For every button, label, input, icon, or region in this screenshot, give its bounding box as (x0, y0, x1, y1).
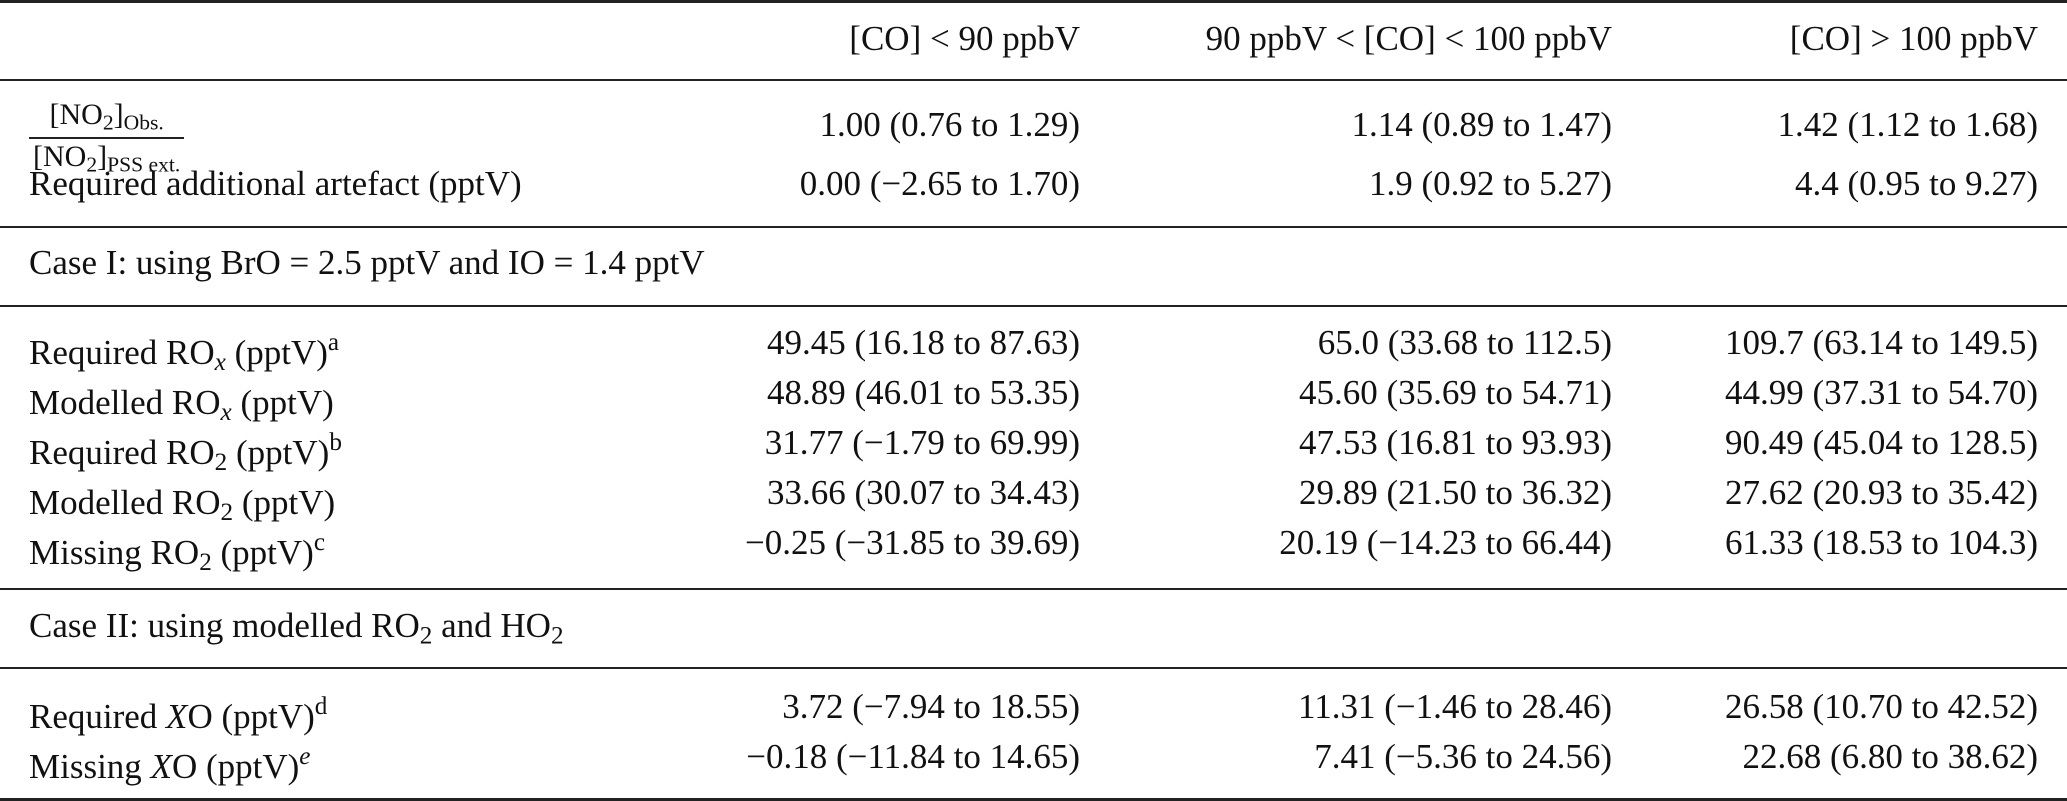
row-label: Required additional artefact (pptV) (29, 164, 522, 203)
table-cell: 1.14 (0.89 to 1.47) (1351, 105, 1612, 144)
table-cell: 4.4 (0.95 to 9.27) (1794, 164, 2038, 203)
table-row: Required ROx (pptV)a 49.45 (16.18 to 87.… (0, 318, 2067, 376)
section-rule (0, 305, 2067, 307)
table-row: Missing XO (pptV)e −0.18 (−11.84 to 14.6… (0, 732, 2067, 786)
table-cell: 109.7 (63.14 to 149.5) (1724, 323, 2038, 362)
table-cell: 44.99 (37.31 to 54.70) (1724, 373, 2038, 412)
table-cell: 1.00 (0.76 to 1.29) (819, 105, 1080, 144)
row-label: [NO2]Obs. [NO2]PSS ext. (29, 100, 185, 177)
table-header-row: [CO] < 90 ppbV 90 ppbV < [CO] < 100 ppbV… (0, 14, 2067, 64)
section-rule (0, 226, 2067, 228)
table-cell: 29.89 (21.50 to 36.32) (1298, 473, 1612, 512)
table-row: [NO2]Obs. [NO2]PSS ext. 1.00 (0.76 to 1.… (0, 100, 2067, 175)
table-cell: 1.42 (1.12 to 1.68) (1777, 105, 2038, 144)
row-label: Missing RO2 (pptV)c (29, 529, 326, 577)
row-label: Required ROx (pptV)a (29, 329, 340, 377)
table-row: Modelled RO2 (pptV) 33.66 (30.07 to 34.4… (0, 468, 2067, 526)
table-cell: 27.62 (20.93 to 35.42) (1724, 473, 2038, 512)
table-cell: 31.77 (−1.79 to 69.99) (764, 423, 1080, 462)
table-cell: 0.00 (−2.65 to 1.70) (799, 164, 1080, 203)
section-heading: Case I: using BrO = 2.5 pptV and IO = 1.… (29, 243, 705, 282)
section-rule (0, 588, 2067, 590)
column-header: [CO] < 90 ppbV (849, 19, 1080, 58)
table-cell: 33.66 (30.07 to 34.43) (766, 473, 1080, 512)
table-cell: 48.89 (46.01 to 53.35) (766, 373, 1080, 412)
column-header: [CO] > 100 ppbV (1789, 19, 2038, 58)
table-cell: 47.53 (16.81 to 93.93) (1298, 423, 1612, 462)
header-rule (0, 79, 2067, 81)
table-cell: 22.68 (6.80 to 38.62) (1742, 737, 2038, 776)
section-heading-row: Case I: using BrO = 2.5 pptV and IO = 1.… (0, 238, 2067, 288)
fraction-numerator: [NO2]Obs. (29, 100, 185, 139)
section-heading: Case II: using modelled RO2 and HO2 (29, 606, 564, 650)
section-rule (0, 667, 2067, 669)
bottom-rule (0, 798, 2067, 801)
row-label: Missing XO (pptV)e (29, 743, 311, 786)
table-cell: −0.25 (−31.85 to 39.69) (744, 523, 1080, 562)
table-cell: 45.60 (35.69 to 54.71) (1298, 373, 1612, 412)
table-cell: 20.19 (−14.23 to 66.44) (1279, 523, 1612, 562)
row-label: Modelled ROx (pptV) (29, 382, 334, 427)
table-cell: 65.0 (33.68 to 112.5) (1317, 323, 1612, 362)
table-cell: 26.58 (10.70 to 42.52) (1724, 687, 2038, 726)
row-label: Required RO2 (pptV)b (29, 429, 342, 477)
row-label: Required XO (pptV)d (29, 693, 328, 736)
column-header: 90 ppbV < [CO] < 100 ppbV (1205, 19, 1612, 58)
table-row: Required XO (pptV)d 3.72 (−7.94 to 18.55… (0, 682, 2067, 736)
table-cell: 7.41 (−5.36 to 24.56) (1314, 737, 1612, 776)
table-row: Modelled ROx (pptV) 48.89 (46.01 to 53.3… (0, 368, 2067, 426)
fraction-denominator: [NO2]PSS ext. (33, 139, 181, 177)
top-rule (0, 0, 2067, 3)
table-row: Required RO2 (pptV)b 31.77 (−1.79 to 69.… (0, 418, 2067, 476)
table-row: Required additional artefact (pptV) 0.00… (0, 159, 2067, 209)
table-cell: 61.33 (18.53 to 104.3) (1724, 523, 2038, 562)
table-cell: 3.72 (−7.94 to 18.55) (782, 687, 1080, 726)
table-row: Missing RO2 (pptV)c −0.25 (−31.85 to 39.… (0, 518, 2067, 576)
table-cell: 11.31 (−1.46 to 28.46) (1298, 687, 1612, 726)
table-cell: 90.49 (45.04 to 128.5) (1724, 423, 2038, 462)
row-label: Modelled RO2 (pptV) (29, 482, 336, 527)
ratio-fraction: [NO2]Obs. [NO2]PSS ext. (29, 100, 185, 177)
table-cell: 49.45 (16.18 to 87.63) (766, 323, 1080, 362)
table-cell: −0.18 (−11.84 to 14.65) (746, 737, 1080, 776)
section-heading-row: Case II: using modelled RO2 and HO2 (0, 601, 2067, 651)
table-cell: 1.9 (0.92 to 5.27) (1368, 164, 1612, 203)
